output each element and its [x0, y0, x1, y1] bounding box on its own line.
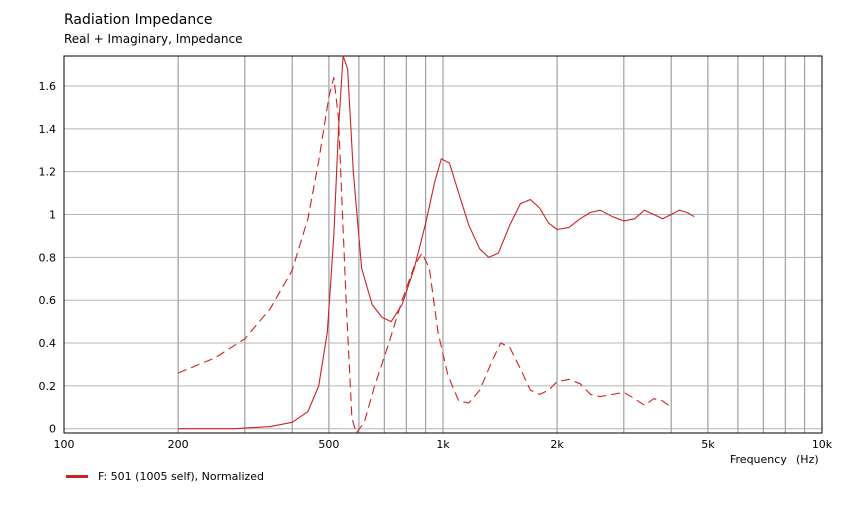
y-tick-label: 0.2	[39, 380, 57, 393]
x-tick-label: 5k	[701, 438, 715, 451]
x-tick-label: 100	[54, 438, 75, 451]
y-tick-label: 0.6	[39, 294, 57, 307]
legend-swatch	[66, 475, 88, 478]
x-tick-label: 500	[318, 438, 339, 451]
legend-label: F: 501 (1005 self), Normalized	[98, 470, 265, 483]
x-tick-label: 2k	[550, 438, 564, 451]
x-tick-label: 1k	[436, 438, 450, 451]
x-axis-label: Frequency	[730, 453, 787, 466]
y-tick-label: 0.8	[39, 251, 57, 264]
x-tick-labels: 100 200 500 1k 2k 5k 10k	[54, 438, 833, 451]
y-tick-label: 0.4	[39, 337, 57, 350]
y-tick-labels: 0 0.2 0.4 0.6 0.8 1 1.2 1.4 1.6	[39, 80, 57, 436]
series-layer	[177, 55, 695, 434]
plot-border	[63, 55, 823, 434]
vertical-gridlines	[177, 56, 806, 433]
x-tick-label: 200	[168, 438, 189, 451]
y-tick-label: 1.6	[39, 80, 57, 93]
horizontal-gridlines	[64, 85, 822, 430]
x-axis-unit: (Hz)	[796, 453, 819, 466]
legend: F: 501 (1005 self), Normalized	[66, 470, 264, 483]
series-line-dashed	[177, 76, 672, 434]
y-tick-label: 1.4	[39, 123, 57, 136]
y-tick-label: 1.2	[39, 166, 57, 179]
series-line-solid	[178, 55, 695, 430]
y-tick-label: 1	[49, 209, 56, 222]
chart-title: Radiation Impedance	[64, 12, 213, 28]
x-tick-label: 10k	[812, 438, 833, 451]
y-tick-label: 0	[49, 423, 56, 436]
chart-subtitle: Real + Imaginary, Impedance	[64, 32, 243, 46]
